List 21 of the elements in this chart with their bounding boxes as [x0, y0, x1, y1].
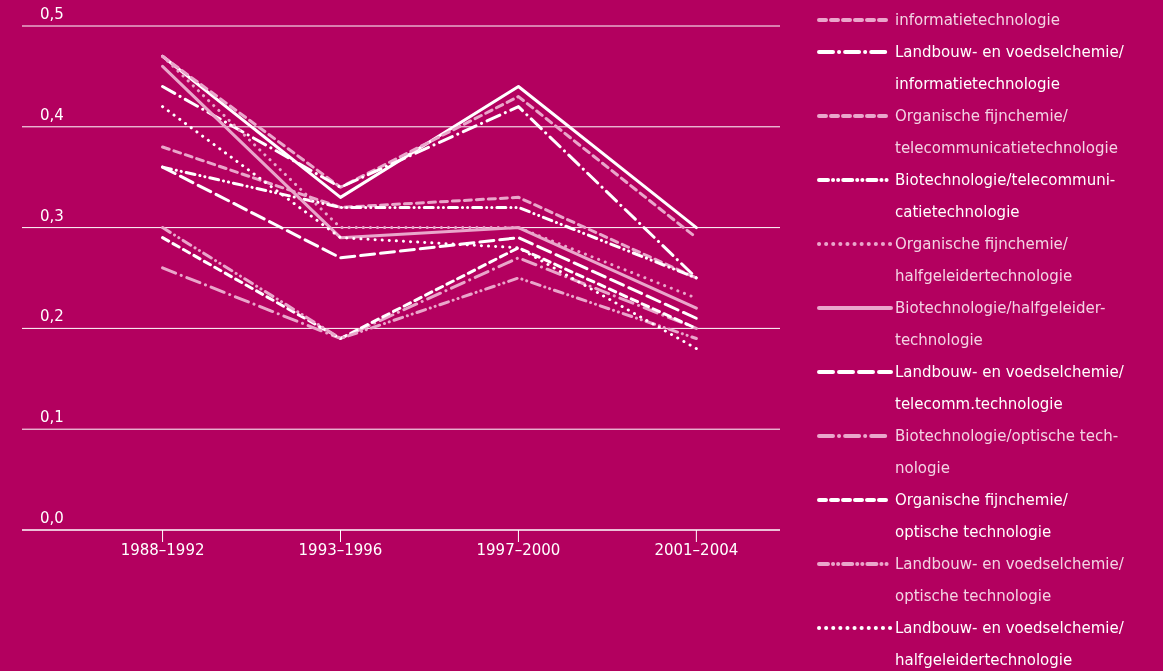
legend-label: Organische fijnchemie/ optische technologie: [895, 490, 1068, 543]
legend-label: Biotechnologie/optische tech- nologie: [895, 426, 1119, 479]
y-tick-label: 0,5: [40, 5, 64, 23]
y-tick-label: 0,2: [40, 307, 64, 326]
x-tick-label: 1988–1992: [120, 540, 205, 559]
x-tick-label: 2001–2004: [654, 540, 739, 559]
legend-label: Organische fijnchemie/ halfgeleidertechnologie: [895, 234, 1073, 287]
y-tick-label: 0,4: [40, 105, 64, 124]
legend-label: informatietechnologie: [895, 10, 1060, 31]
legend-label: Organische fijnchemie/ telecommunicatietechnologie: [895, 106, 1118, 159]
x-tick-label: 1993–1996: [298, 540, 383, 559]
legend-label: Biotechnologie/telecommuni- catietechnologie: [895, 170, 1116, 223]
legend-label: Landbouw- en voedselchemie/ halfgeleidertechnologie: [895, 618, 1124, 671]
x-tick-label: 1997–2000: [476, 540, 561, 559]
legend-label: Landbouw- en voedselchemie/ informatietechnologie: [895, 42, 1124, 95]
y-tick-label: 0,3: [40, 206, 64, 225]
legend-label: Landbouw- en voedselchemie/ telecomm.technologie: [895, 362, 1124, 415]
legend-label: Biotechnologie/halfgeleider- technologie: [895, 298, 1106, 351]
y-tick-label: 0,0: [40, 509, 64, 527]
legend-label: Landbouw- en voedselchemie/ optische technologie: [895, 554, 1124, 607]
y-tick-label: 0,1: [40, 408, 64, 427]
